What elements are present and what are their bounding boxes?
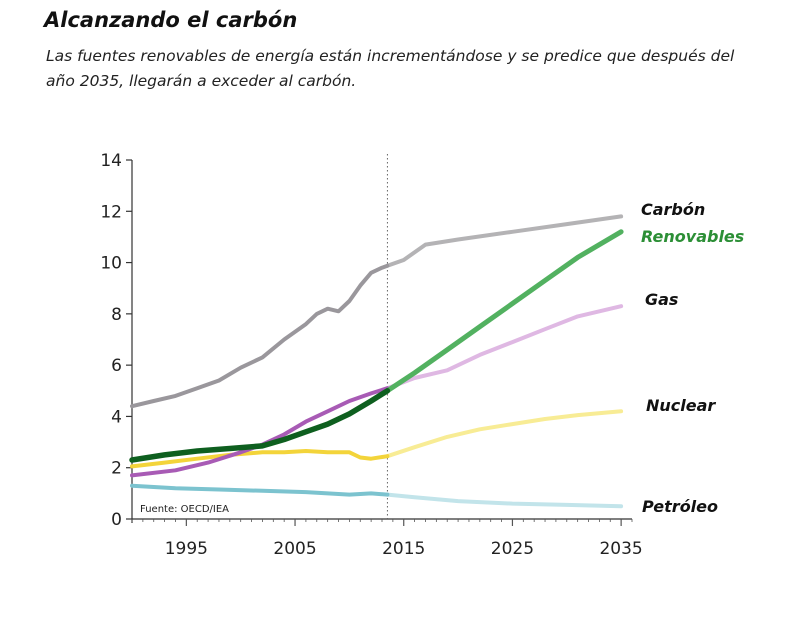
- y-tick-label: 6: [111, 356, 122, 376]
- series-projection-line: [385, 304, 624, 391]
- series-projection-line: [385, 492, 624, 509]
- chart-subtitle: Las fuentes renovables de energía están …: [46, 47, 735, 90]
- series-label: Carbón: [641, 200, 705, 219]
- y-tick-label: 10: [100, 254, 122, 274]
- series-history-line: [130, 449, 390, 469]
- chart-source: Fuente: OECD/IEA: [140, 504, 229, 515]
- y-tick-label: 4: [111, 407, 122, 427]
- x-tick-label: 2015: [382, 539, 425, 559]
- series-label: Gas: [645, 290, 678, 309]
- series-history-line: [130, 263, 390, 409]
- chart-series: [129, 214, 624, 509]
- series-projection-line: [385, 214, 624, 268]
- series-label: Renovables: [641, 227, 744, 246]
- x-tick-label: 2025: [491, 539, 534, 559]
- y-tick-label: 12: [100, 202, 122, 222]
- y-tick-label: 8: [111, 305, 122, 325]
- chart-title: Alcanzando el carbón: [44, 8, 298, 32]
- chart-series-labels: Carbón Renovables Gas Nuclear Petróleo: [641, 200, 744, 516]
- y-tick-label: 14: [100, 151, 122, 171]
- y-tick-label: 0: [111, 510, 122, 530]
- series-history-line: [130, 483, 390, 497]
- series-history-line: [130, 386, 390, 478]
- x-tick-label: 1995: [165, 539, 208, 559]
- y-tick-label: 2: [111, 459, 122, 479]
- series-projection-line: [384, 229, 624, 394]
- chart-axes: 0 2 4 6 8 10 12 14 1995 2005 2015 2025 2035: [100, 151, 642, 559]
- series-history-line: [129, 388, 391, 463]
- x-tick-label: 2035: [599, 539, 642, 559]
- series-label: Nuclear: [646, 396, 716, 415]
- series-projection-line: [385, 409, 624, 459]
- series-label: Petróleo: [642, 497, 718, 516]
- x-tick-label: 2005: [273, 539, 316, 559]
